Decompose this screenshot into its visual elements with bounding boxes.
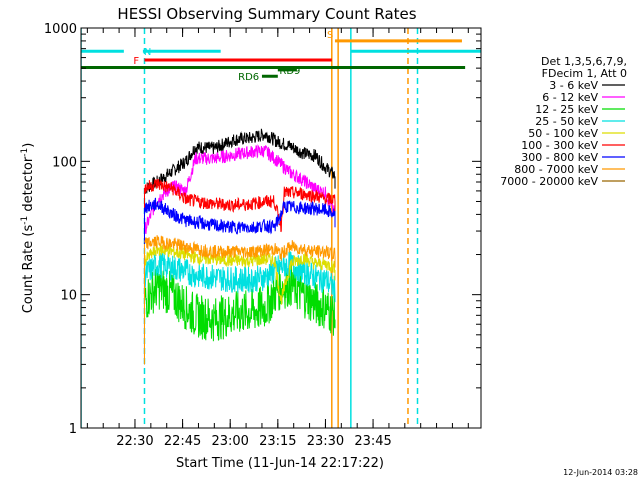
legend-label-7: 800 - 7000 keV — [514, 163, 598, 176]
legend-header-0: Det 1,3,5,6,7,9, — [541, 55, 627, 68]
legend-label-5: 100 - 300 keV — [521, 139, 598, 152]
y-tick-label-1: 10 — [60, 289, 77, 304]
series-line-0 — [144, 128, 336, 194]
legend-label-8: 7000 - 20000 keV — [500, 175, 598, 188]
series-line-1 — [144, 144, 336, 235]
axes-layer: 1 10 100 1000 22:30 22:45 23:00 23:15 23:30 23:45 — [44, 22, 482, 449]
y-axis-label-mid: detector — [21, 156, 36, 216]
legend-label-4: 50 - 100 keV — [528, 127, 598, 140]
legend-label-6: 300 - 800 keV — [521, 151, 598, 164]
legend: Det 1,3,5,6,7,9,FDecim 1, Att 03 - 6 keV… — [500, 55, 627, 188]
series-line-6 — [144, 197, 336, 235]
y-tick-label-2: 100 — [52, 155, 77, 170]
flag-label-2: S — [327, 30, 333, 41]
legend-label-2: 12 - 25 keV — [535, 103, 598, 116]
series-layer — [143, 128, 336, 365]
x-tick-label-1: 22:45 — [164, 434, 201, 449]
legend-label-3: 25 - 50 keV — [535, 115, 598, 128]
plot-frame — [80, 27, 482, 429]
series-line-5 — [144, 178, 336, 233]
flag-label-4: RD6 — [238, 72, 259, 83]
series-line-7 — [144, 235, 336, 268]
y-axis-label-sup2: -1 — [20, 148, 30, 157]
flag-layer: NF S RD6 RD9 — [81, 30, 481, 83]
x-axis-label: Start Time (11-Jun-14 22:17:22) — [176, 456, 384, 471]
flag-label-1: F — [133, 56, 139, 67]
series-line-3 — [144, 251, 336, 303]
flag-label-5: RD9 — [279, 66, 300, 77]
x-tick-label-4: 23:30 — [307, 434, 344, 449]
x-tick-label-2: 23:00 — [211, 434, 248, 449]
footer-timestamp: 12-Jun-2014 03:28 — [563, 468, 638, 477]
series-line-2 — [144, 262, 336, 342]
y-axis-label-main: Count Rate (s — [21, 225, 36, 314]
flag-label-0: N — [144, 47, 151, 58]
y-axis-label-end: ) — [21, 143, 36, 148]
x-tick-label-5: 23:45 — [354, 434, 391, 449]
legend-label-1: 6 - 12 keV — [542, 91, 598, 104]
chart-title: HESSI Observing Summary Count Rates — [117, 5, 416, 23]
y-axis-label: Count Rate (s-1 detector-1) — [20, 143, 36, 314]
legend-header-1: FDecim 1, Att 0 — [542, 67, 627, 80]
plot-layer — [81, 28, 419, 428]
y-tick-label-0: 1 — [69, 422, 77, 437]
legend-label-0: 3 - 6 keV — [549, 79, 598, 92]
series-line-4 — [144, 242, 336, 305]
x-tick-label-0: 22:30 — [116, 434, 153, 449]
x-tick-label-3: 23:15 — [259, 434, 296, 449]
y-tick-label-3: 1000 — [44, 22, 77, 37]
y-axis-label-sup1: -1 — [20, 216, 30, 225]
